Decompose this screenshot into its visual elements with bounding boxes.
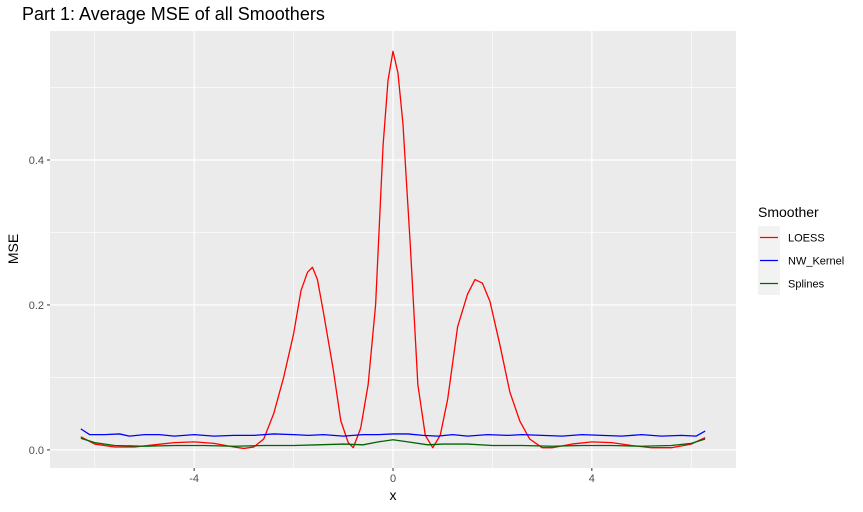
chart-title: Part 1: Average MSE of all Smoothers	[22, 4, 325, 24]
y-tick-label: 0.4	[29, 155, 44, 167]
y-tick-label: 0.0	[29, 445, 44, 457]
legend-label-splines: Splines	[788, 279, 825, 291]
legend-label-nw-kernel: NW_Kernel	[788, 256, 844, 268]
y-tick-label: 0.2	[29, 300, 44, 312]
x-tick-label: -4	[189, 473, 199, 485]
major-grid	[50, 31, 736, 468]
x-tick-label: 4	[589, 473, 595, 485]
y-axis-title: MSE	[5, 234, 21, 264]
series-line-splines	[80, 437, 706, 447]
x-axis: -4 0 4	[189, 468, 595, 485]
series-lines	[80, 50, 706, 450]
legend-label-loess: LOESS	[788, 233, 825, 245]
x-tick-label: 0	[390, 473, 396, 485]
legend-title: Smoother	[758, 204, 819, 220]
legend: Smoother LOESS NW_Kernel Splines	[758, 204, 844, 295]
y-axis: 0.0 0.2 0.4	[29, 155, 50, 457]
series-line-nw-kernel	[80, 428, 706, 437]
series-line-loess	[80, 50, 706, 450]
x-axis-title: x	[390, 487, 397, 503]
